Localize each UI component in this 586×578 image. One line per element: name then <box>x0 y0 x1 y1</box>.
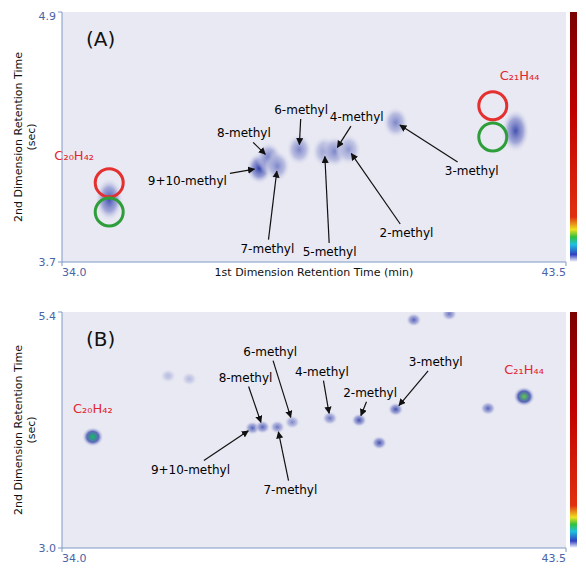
peak-label: C₂₁H₄₄ <box>504 362 544 377</box>
peak-label: C₂₁H₄₄ <box>500 68 540 83</box>
ring-marker <box>95 169 123 197</box>
panel-letter: (B) <box>86 327 115 351</box>
peak-label: 6-methyl <box>274 103 328 117</box>
y-axis-title: 2nd Dimension Retention Time(sec) <box>12 345 38 515</box>
label-arrow <box>204 431 248 461</box>
peak-label: 2-methyl <box>380 226 434 240</box>
peak-blob <box>513 387 535 407</box>
peak-blob <box>82 427 104 447</box>
peak-label: 2-methyl <box>343 386 397 400</box>
x-axis-line <box>62 262 566 263</box>
y-title-line: (sec) <box>25 416 38 443</box>
peak-blob <box>406 313 422 327</box>
peak-blob <box>284 415 300 429</box>
colorbar <box>570 12 577 262</box>
x-tick-label: 43.5 <box>542 266 567 279</box>
label-arrow <box>399 371 428 406</box>
label-arrow <box>249 387 261 423</box>
peak-label: C₂₀H₄₂ <box>54 148 94 163</box>
y-title-line: 2nd Dimension Retention Time <box>12 52 25 222</box>
peak-blob <box>255 420 271 434</box>
peak-blob <box>480 401 496 415</box>
x-axis-line <box>62 548 566 549</box>
plot-background <box>62 12 566 262</box>
peak-blob <box>269 420 285 434</box>
y-axis-line <box>62 12 63 262</box>
plot-background <box>62 312 566 548</box>
y-tick-label: 4.9 <box>39 10 57 23</box>
ring-marker <box>95 198 123 226</box>
peak-label: 5-methyl <box>303 245 357 259</box>
peak-label: 8-methyl <box>217 126 271 140</box>
label-arrow <box>230 169 255 173</box>
peak-blob <box>371 436 387 450</box>
peak-label: 7-methyl <box>263 483 317 497</box>
y-tick <box>58 312 62 313</box>
peak-label: 8-methyl <box>219 371 273 385</box>
peak-label: 4-methyl <box>295 365 349 379</box>
y-title-line: 2nd Dimension Retention Time <box>12 345 25 515</box>
label-arrow <box>323 381 329 414</box>
peak-label: 3-methyl <box>409 355 463 369</box>
label-arrow <box>400 125 458 162</box>
chart-root: C₂₀H₄₂ C₂₁H₄₄ 9+10-methyl 8-methyl 7-methyl 6… <box>0 0 586 578</box>
peak-blob <box>388 402 404 416</box>
y-axis-line <box>62 312 63 548</box>
peak-label: 9+10-methyl <box>148 174 227 188</box>
peak-blob <box>160 369 176 383</box>
label-arrow <box>253 142 265 154</box>
panel: C₂₀H₄₂ C₂₁H₄₄ 9+10-methyl 8-methyl 7-methyl 6… <box>12 10 577 279</box>
y-tick <box>58 12 62 13</box>
peak-label: 6-methyl <box>243 345 297 359</box>
peak-label: 4-methyl <box>330 110 384 124</box>
peak-label: C₂₀H₄₂ <box>73 401 113 416</box>
x-tick-label: 34.0 <box>62 266 87 279</box>
label-arrow <box>325 157 329 244</box>
peak-blob <box>351 413 367 427</box>
label-arrow <box>273 361 291 418</box>
marks <box>82 312 535 450</box>
panel-letter: (A) <box>86 27 115 51</box>
peak-blob <box>322 411 338 425</box>
panel: C₂₀H₄₂ C₂₁H₄₄ 9+10-methyl 8-methyl 7-methyl 6… <box>12 307 577 565</box>
label-arrow <box>268 171 276 240</box>
y-title-line: (sec) <box>25 123 38 150</box>
label-arrow <box>361 402 367 416</box>
y-axis-title: 2nd Dimension Retention Time(sec) <box>12 52 38 222</box>
label-arrow <box>278 432 288 481</box>
peak-blob <box>264 150 290 182</box>
y-tick-label: 3.0 <box>39 542 57 555</box>
marks <box>95 92 529 226</box>
y-tick-label: 3.7 <box>39 256 57 269</box>
peak-blob <box>383 106 409 138</box>
peak-blob <box>181 372 197 386</box>
y-tick <box>58 262 62 263</box>
y-tick <box>58 548 62 549</box>
x-axis-title: 1st Dimension Retention Time (min) <box>215 266 414 279</box>
label-arrow <box>299 119 300 145</box>
peak-label: 9+10-methyl <box>151 463 230 477</box>
ring-marker <box>479 92 507 120</box>
x-tick-label: 34.0 <box>62 552 87 565</box>
colorbar <box>570 312 577 548</box>
peak-label: 7-methyl <box>240 242 294 256</box>
ring-marker <box>479 123 507 151</box>
peak-blob <box>335 134 361 166</box>
peak-blob <box>441 312 457 321</box>
label-arrow <box>337 126 351 147</box>
y-tick-label: 5.4 <box>39 310 57 323</box>
peak-label: 3-methyl <box>445 164 499 178</box>
label-arrow <box>351 154 400 224</box>
x-tick-label: 43.5 <box>542 552 567 565</box>
